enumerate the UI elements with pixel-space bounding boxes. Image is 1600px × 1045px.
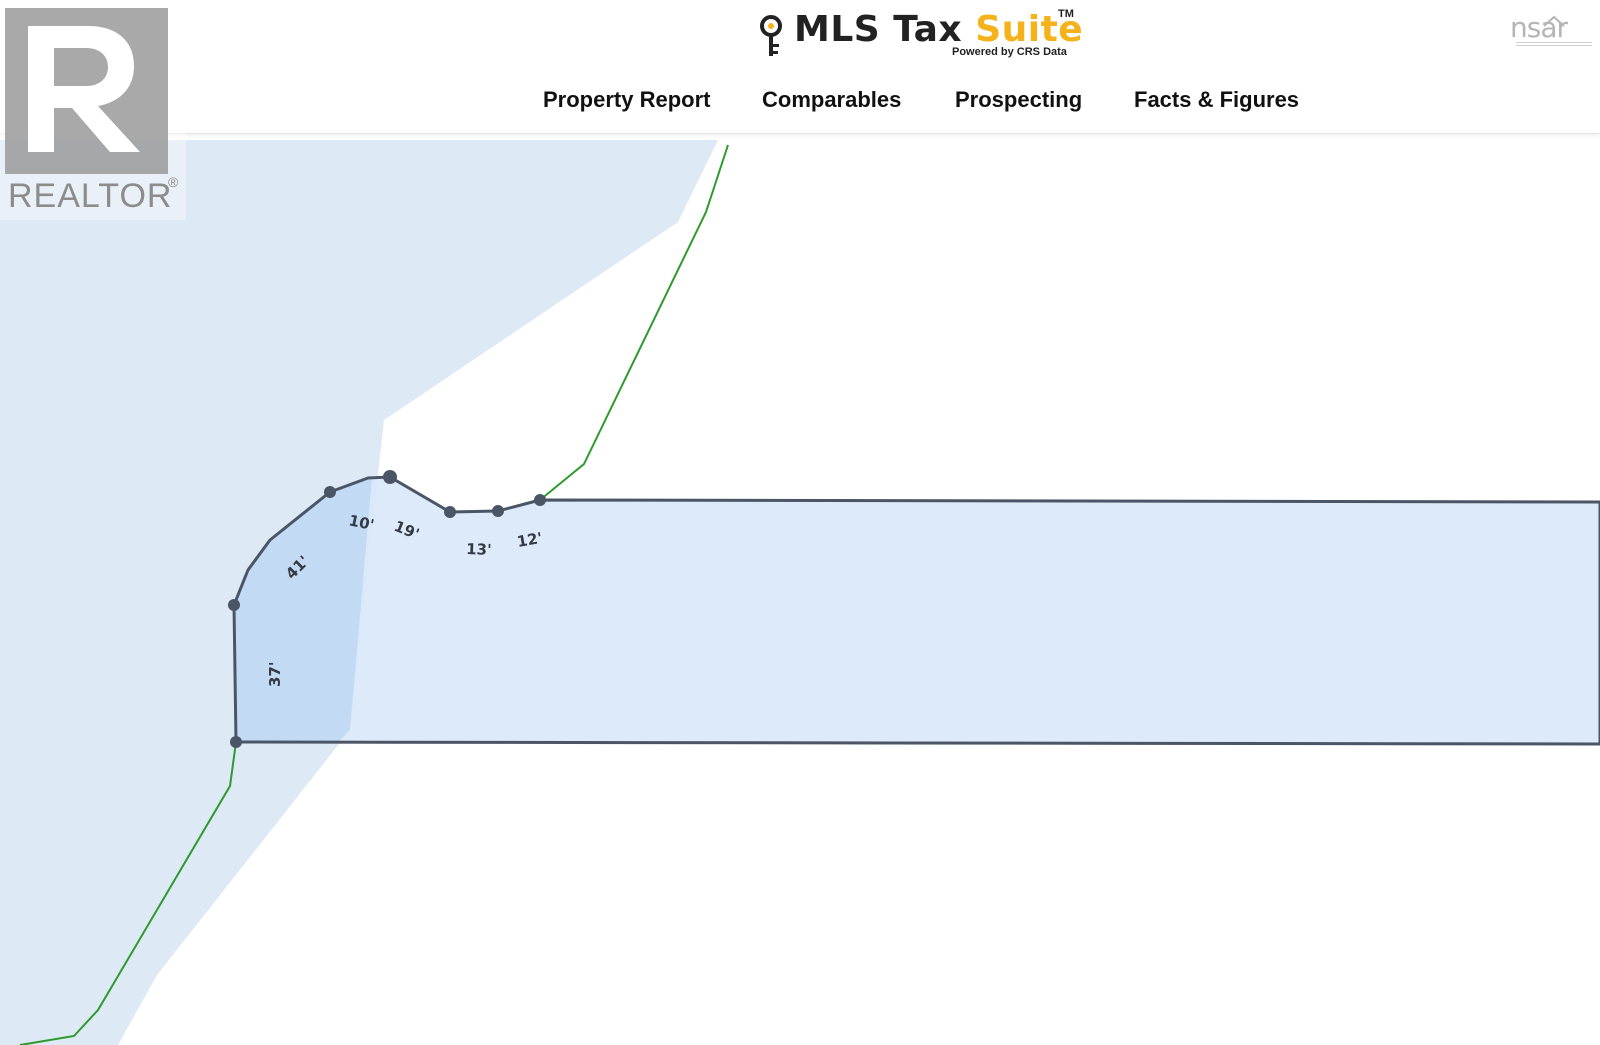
vertex-marker (324, 486, 336, 498)
brand-name: MLS Tax Suite (794, 8, 1083, 52)
dimension-label: 13' (466, 540, 492, 559)
top-header: MLS Tax Suite TM Powered by CRS Data Pro… (0, 0, 1600, 134)
realtor-watermark: REALTOR ® (0, 0, 186, 220)
nav-property-report[interactable]: Property Report (543, 87, 711, 112)
mls-tax-suite-logo[interactable]: MLS Tax Suite TM Powered by CRS Data (758, 6, 1088, 62)
nsar-logo-text: nsar (1510, 11, 1568, 44)
brand-name-part1: MLS Tax (794, 9, 976, 50)
realtor-text: REALTOR (8, 177, 173, 215)
vertex-marker (383, 470, 397, 484)
shoreline-south (19, 741, 237, 1045)
vertex-marker (444, 506, 456, 518)
registered-mark: ® (168, 174, 179, 190)
realtor-r-icon (28, 26, 140, 152)
main-nav: Property Report Comparables Prospecting … (0, 82, 1600, 118)
nsar-logo: nsar (1508, 12, 1592, 52)
nav-facts-figures[interactable]: Facts & Figures (1134, 87, 1300, 112)
brand-name-part2: Suite (975, 9, 1084, 50)
shoreline (539, 144, 729, 501)
vertex-marker (492, 505, 504, 517)
vertex-markers (228, 470, 546, 748)
nav-prospecting[interactable]: Prospecting (955, 87, 1083, 112)
parcel-area[interactable] (234, 477, 1600, 744)
brand-tagline: Powered by CRS Data (952, 46, 1067, 58)
house-roof-icon (1543, 15, 1565, 27)
trademark: TM (1058, 8, 1074, 20)
vertex-marker (230, 736, 242, 748)
nsar-logo-underline (1516, 42, 1592, 46)
vertex-marker (534, 494, 546, 506)
dimension-label: 10' (347, 511, 376, 534)
key-icon (760, 15, 782, 56)
nav-comparables[interactable]: Comparables (762, 87, 902, 112)
vertex-marker (228, 599, 240, 611)
dimension-label: 12' (516, 529, 544, 551)
dimension-label: 37' (266, 662, 284, 687)
